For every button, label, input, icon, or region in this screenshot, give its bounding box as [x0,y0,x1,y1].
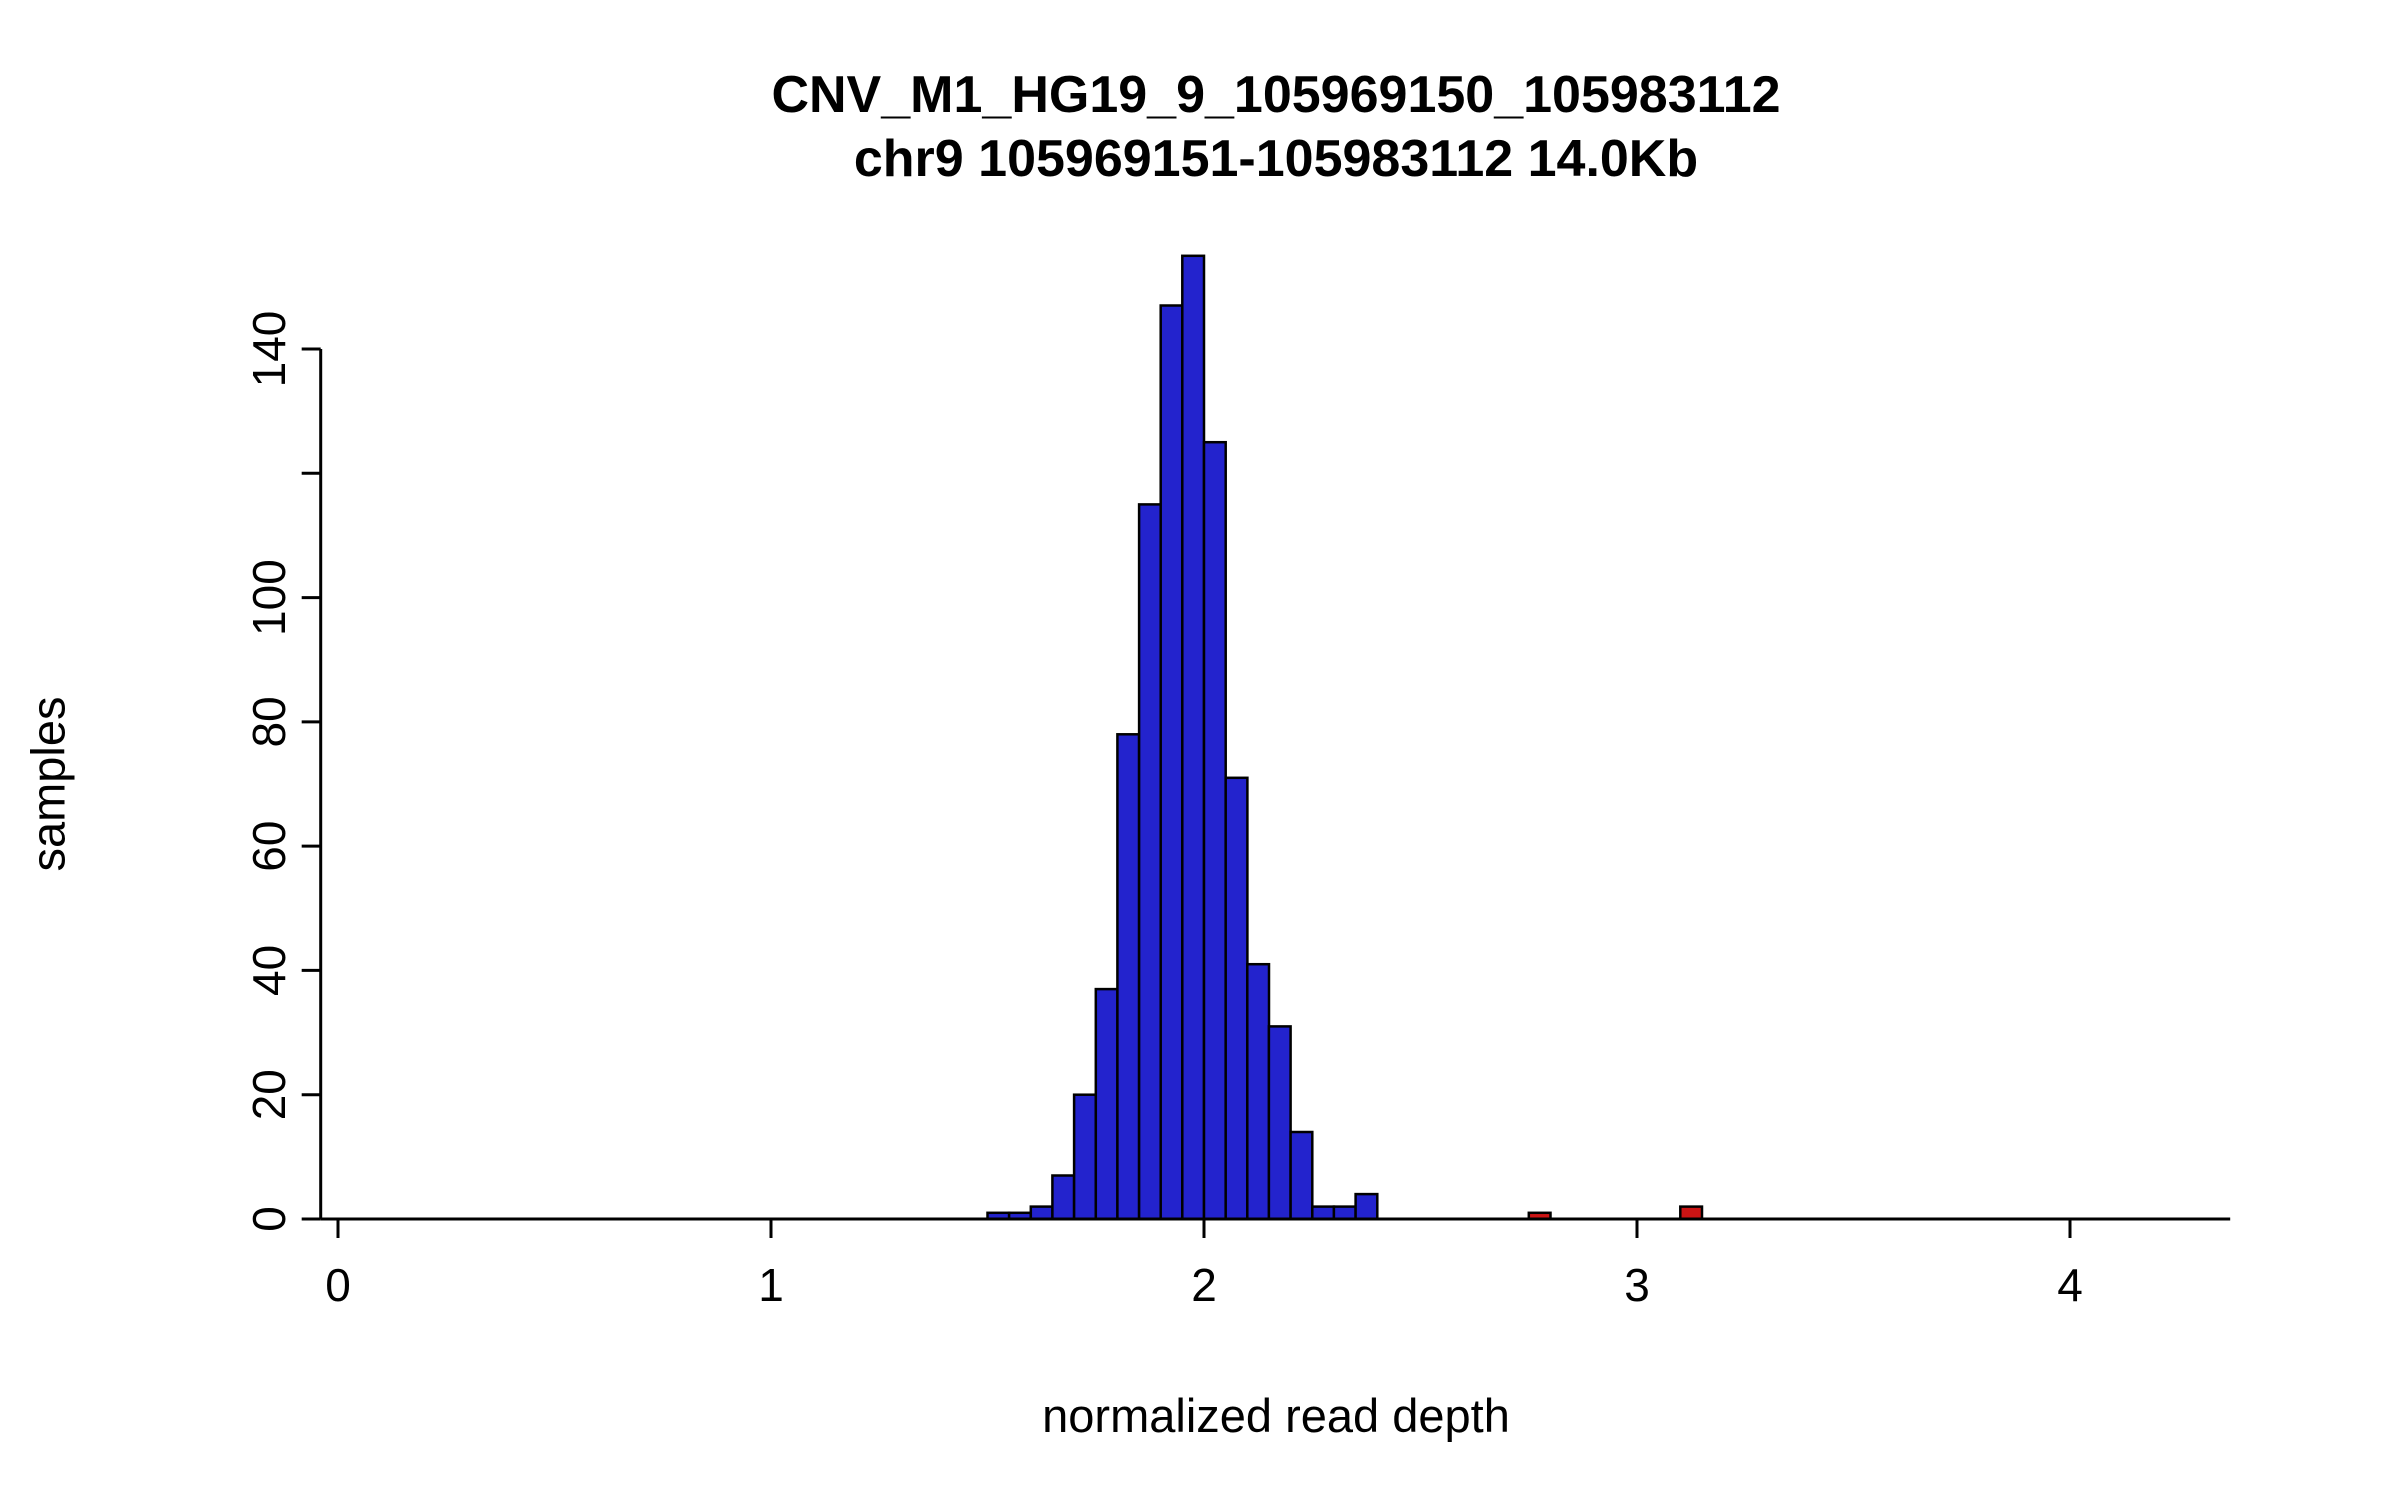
histogram-bar [1072,1093,1098,1221]
y-tick-label: 60 [243,821,295,872]
x-tick-label: 0 [325,1259,351,1311]
histogram-bar [1311,1205,1336,1221]
histogram-bar [1332,1205,1357,1221]
histogram-bar [1181,254,1206,1221]
histogram-bar [1224,776,1249,1221]
histogram-bar [1354,1192,1379,1221]
histogram-bar [1159,304,1184,1221]
y-tick-label: 80 [243,696,295,747]
y-tick-label: 100 [243,559,295,636]
bars-layer [986,254,1704,1221]
x-tick-label: 4 [2057,1259,2083,1311]
histogram-bar [1289,1130,1314,1221]
histogram-bar [1051,1174,1076,1221]
histogram-bar [1094,987,1119,1221]
x-tick-label: 1 [758,1259,784,1311]
chart-title: CNV_M1_HG19_9_105969150_105983112 [771,66,1780,124]
histogram-bar [1246,962,1271,1221]
histogram-bar [1202,440,1227,1221]
histogram-bar [1029,1205,1054,1221]
histogram-bar [1267,1025,1292,1221]
x-tick-label: 3 [1624,1259,1650,1311]
y-tick-label: 20 [243,1069,295,1120]
y-tick-label: 40 [243,945,295,996]
y-axis-label: samples [21,696,74,871]
chart-subtitle: chr9 105969151-105983112 14.0Kb [854,130,1698,188]
y-tick-label: 140 [243,311,295,388]
histogram-bar [1679,1205,1704,1221]
x-axis-label: normalized read depth [1042,1389,1510,1442]
y-tick-label: 0 [243,1206,295,1232]
x-tick-label: 2 [1191,1259,1217,1311]
histogram-bar [1137,503,1163,1221]
histogram-bar [1116,733,1141,1221]
